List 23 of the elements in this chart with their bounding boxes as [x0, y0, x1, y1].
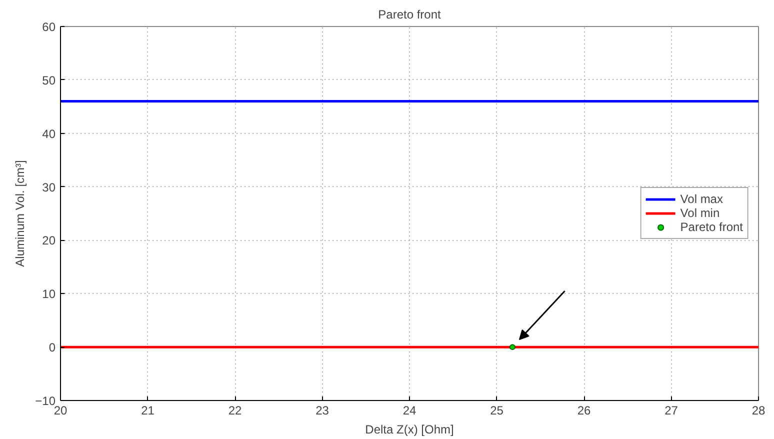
x-tick-label: 25 — [490, 404, 504, 418]
x-tick-label: 20 — [54, 404, 68, 418]
y-axis-title: Aluminum Vol. [cm³] — [13, 160, 28, 267]
x-tick-label: 22 — [228, 404, 242, 418]
y-tick-label: 50 — [42, 73, 56, 88]
legend-label: Vol min — [680, 206, 720, 220]
y-tick-label: 30 — [42, 180, 56, 194]
x-tick-label: 23 — [316, 404, 330, 418]
legend-label: Vol max — [680, 192, 723, 206]
x-tick-label: 26 — [577, 404, 591, 418]
legend-label: Pareto front — [680, 220, 743, 234]
x-tick-label: 21 — [141, 404, 155, 418]
y-tick-label: 40 — [42, 126, 56, 141]
y-tick-label: 20 — [42, 234, 56, 248]
chart-title: Pareto front — [378, 8, 442, 22]
y-tick-label: 0 — [48, 340, 56, 355]
x-axis-title: Delta Z(x) [Ohm] — [365, 422, 454, 436]
y-tick-label: 10 — [42, 287, 56, 302]
x-tick-label: 24 — [402, 404, 416, 418]
y-tick-label: −10 — [35, 394, 56, 408]
x-tick-label: 27 — [664, 404, 678, 418]
x-tick-label: 28 — [752, 404, 766, 418]
y-tick-label: 60 — [42, 20, 56, 34]
